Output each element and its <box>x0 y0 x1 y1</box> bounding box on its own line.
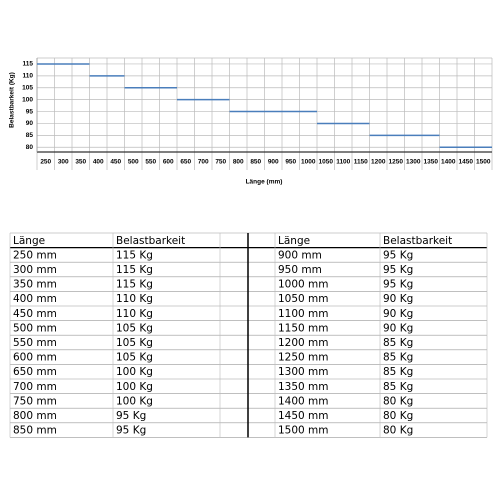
x-tick-label: 500 <box>128 159 139 166</box>
table-cell: 1200 mm <box>278 337 329 349</box>
x-tick-label: 1300 <box>406 159 421 166</box>
table-cell: 95 Kg <box>116 410 146 422</box>
y-tick-label: 90 <box>26 120 34 127</box>
table-cell: 750 mm <box>13 395 57 407</box>
y-tick-label: 100 <box>22 96 33 103</box>
table-cell: 90 Kg <box>383 308 413 320</box>
x-tick-label: 1350 <box>424 159 439 166</box>
table-cell: 95 Kg <box>383 279 413 291</box>
table-cell: 900 mm <box>278 249 322 261</box>
table-cell: 500 mm <box>13 322 57 334</box>
table-cell: 1150 mm <box>278 322 329 334</box>
table-cell: 1350 mm <box>278 381 329 393</box>
table-cell: 300 mm <box>13 264 57 276</box>
table-cell: 80 Kg <box>383 425 413 437</box>
table-cell: 1400 mm <box>278 395 329 407</box>
y-tick-label: 95 <box>26 108 34 115</box>
x-tick-label: 850 <box>250 159 261 166</box>
table-cell: 100 Kg <box>116 366 153 378</box>
x-tick-label: 1000 <box>301 159 316 166</box>
x-tick-label: 800 <box>233 159 244 166</box>
table-cell: 80 Kg <box>383 410 413 422</box>
x-tick-label: 450 <box>110 159 121 166</box>
x-tick-label: 600 <box>163 159 174 166</box>
table-cell: 105 Kg <box>116 322 153 334</box>
x-tick-label: 750 <box>215 159 226 166</box>
table-cell: 85 Kg <box>383 366 413 378</box>
table-cell: 950 mm <box>278 264 322 276</box>
y-axis-label: Belastbarkeit (Kg) <box>9 72 16 128</box>
x-tick-label: 950 <box>285 159 296 166</box>
table-header: Länge <box>13 235 45 247</box>
table-cell: 115 Kg <box>116 249 153 261</box>
table-cell: 110 Kg <box>116 308 153 320</box>
table-cell: 1100 mm <box>278 308 329 320</box>
table-cell: 90 Kg <box>383 293 413 305</box>
table-cell: 95 Kg <box>383 249 413 261</box>
table-cell: 100 Kg <box>116 395 153 407</box>
table-header: Länge <box>278 235 310 247</box>
x-tick-label: 1100 <box>336 159 350 166</box>
table-cell: 105 Kg <box>116 352 153 364</box>
table-header: Belastbarkeit <box>116 235 185 247</box>
x-tick-label: 300 <box>58 159 69 166</box>
table-cell: 450 mm <box>13 308 57 320</box>
table-cell: 1300 mm <box>278 366 329 378</box>
x-tick-label: 1450 <box>459 159 474 166</box>
y-tick-label: 110 <box>23 73 34 80</box>
x-tick-label: 350 <box>75 159 86 166</box>
x-tick-label: 550 <box>145 159 156 166</box>
y-tick-label: 80 <box>26 144 34 151</box>
x-tick-label: 900 <box>268 159 279 166</box>
table-cell: 85 Kg <box>383 337 413 349</box>
y-tick-label: 115 <box>23 61 34 68</box>
x-tick-label: 650 <box>180 159 191 166</box>
table-cell: 1050 mm <box>278 293 329 305</box>
x-tick-label: 1250 <box>389 159 404 166</box>
x-tick-label: 1500 <box>476 159 491 166</box>
x-tick-label: 1050 <box>319 159 334 166</box>
x-tick-label: 700 <box>198 159 209 166</box>
table-cell: 1250 mm <box>278 352 329 364</box>
table-cell: 250 mm <box>13 249 57 261</box>
table-cell: 85 Kg <box>383 381 413 393</box>
table-cell: 115 Kg <box>116 279 153 291</box>
table-cell: 1500 mm <box>278 425 329 437</box>
table-cell: 1450 mm <box>278 410 329 422</box>
table-cell: 1000 mm <box>278 279 329 291</box>
table-cell: 80 Kg <box>383 395 413 407</box>
table-cell: 600 mm <box>13 352 57 364</box>
table-cell: 850 mm <box>13 425 57 437</box>
table-cell: 85 Kg <box>383 352 413 364</box>
x-tick-label: 250 <box>40 159 51 166</box>
x-tick-label: 1400 <box>441 159 456 166</box>
table-cell: 700 mm <box>13 381 57 393</box>
table-cell: 550 mm <box>13 337 57 349</box>
x-axis-label: Länge (mm) <box>246 179 283 186</box>
table-cell: 115 Kg <box>116 264 153 276</box>
table-cell: 90 Kg <box>383 322 413 334</box>
table-cell: 100 Kg <box>116 381 153 393</box>
x-tick-label: 1150 <box>354 159 368 166</box>
table-cell: 95 Kg <box>383 264 413 276</box>
y-tick-label: 85 <box>26 132 34 139</box>
table-cell: 800 mm <box>13 410 57 422</box>
table-cell: 400 mm <box>13 293 57 305</box>
table-header: Belastbarkeit <box>383 235 452 247</box>
table-cell: 110 Kg <box>116 293 153 305</box>
table-cell: 105 Kg <box>116 337 153 349</box>
x-tick-label: 1200 <box>371 159 386 166</box>
table-cell: 350 mm <box>13 279 57 291</box>
x-tick-label: 400 <box>93 159 104 166</box>
table-cell: 650 mm <box>13 366 57 378</box>
y-tick-label: 105 <box>22 84 33 91</box>
table-cell: 95 Kg <box>116 425 146 437</box>
